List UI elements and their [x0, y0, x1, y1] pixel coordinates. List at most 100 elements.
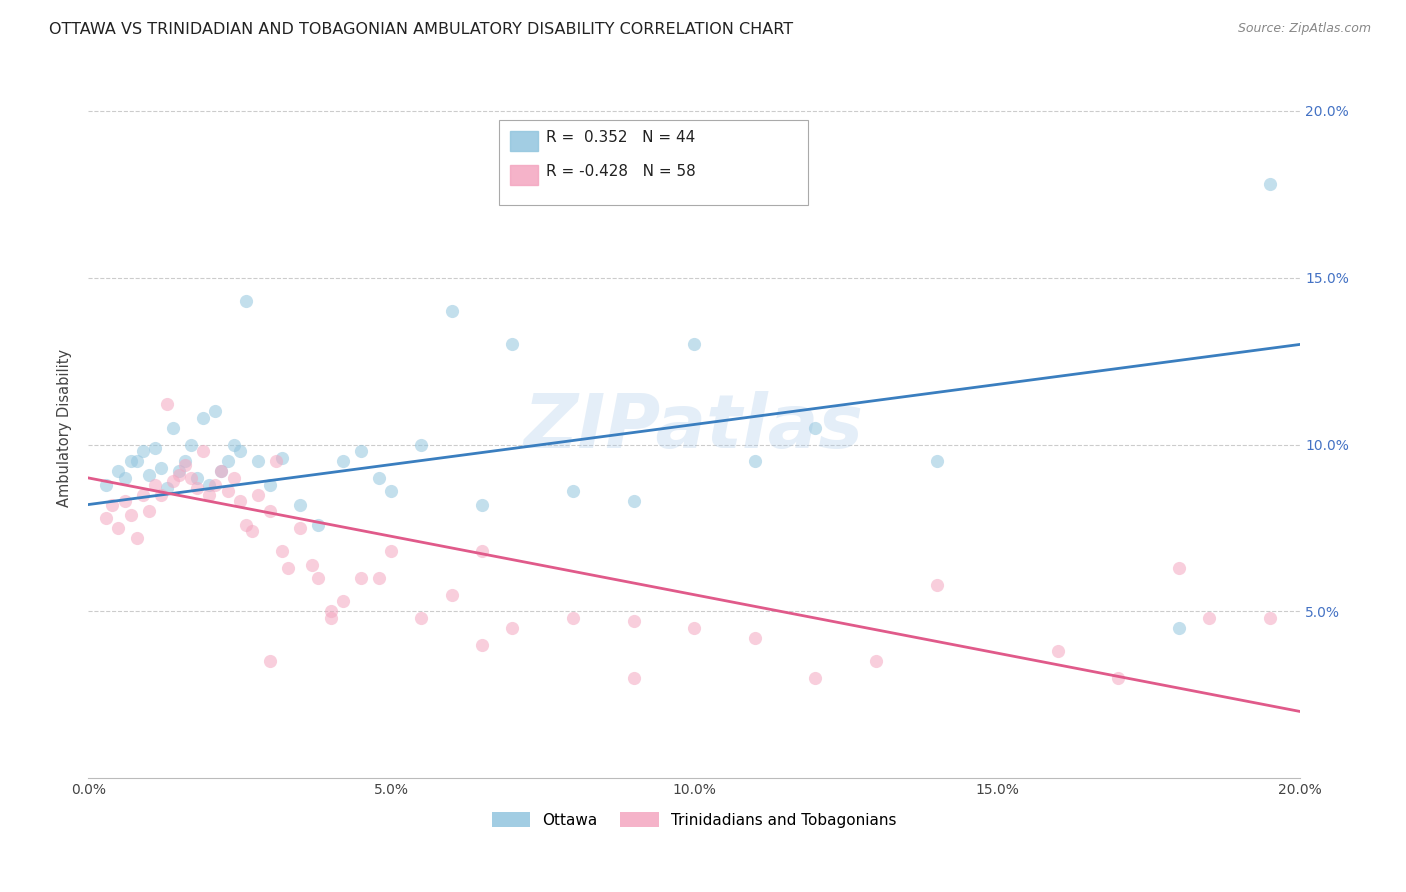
Point	[925, 577, 948, 591]
Point	[204, 404, 226, 418]
Point	[277, 561, 299, 575]
Point	[332, 594, 354, 608]
Point	[319, 611, 342, 625]
Point	[259, 655, 281, 669]
Point	[138, 467, 160, 482]
Point	[107, 464, 129, 478]
Point	[193, 410, 215, 425]
Point	[1046, 644, 1069, 658]
Point	[471, 544, 494, 558]
Point	[925, 454, 948, 468]
Point	[138, 504, 160, 518]
Point	[180, 437, 202, 451]
Point	[380, 544, 402, 558]
Point	[259, 504, 281, 518]
Point	[131, 487, 153, 501]
Point	[156, 481, 179, 495]
Point	[125, 531, 148, 545]
Point	[561, 484, 583, 499]
Point	[380, 484, 402, 499]
Point	[307, 517, 329, 532]
Point	[259, 477, 281, 491]
Point	[167, 464, 190, 478]
Point	[114, 494, 136, 508]
Point	[149, 487, 172, 501]
Point	[1167, 561, 1189, 575]
Point	[198, 477, 221, 491]
Point	[162, 421, 184, 435]
Point	[623, 494, 645, 508]
Point	[204, 477, 226, 491]
Point	[156, 397, 179, 411]
Point	[222, 471, 245, 485]
Point	[319, 604, 342, 618]
Point	[131, 444, 153, 458]
Point	[471, 498, 494, 512]
Point	[235, 517, 257, 532]
Point	[211, 464, 233, 478]
Point	[125, 454, 148, 468]
Text: OTTAWA VS TRINIDADIAN AND TOBAGONIAN AMBULATORY DISABILITY CORRELATION CHART: OTTAWA VS TRINIDADIAN AND TOBAGONIAN AMB…	[49, 22, 793, 37]
Y-axis label: Ambulatory Disability: Ambulatory Disability	[58, 349, 72, 507]
Point	[290, 498, 312, 512]
Point	[350, 571, 373, 585]
Point	[744, 631, 766, 645]
Text: Source: ZipAtlas.com: Source: ZipAtlas.com	[1237, 22, 1371, 36]
Point	[865, 655, 887, 669]
Point	[301, 558, 323, 572]
Legend: Ottawa, Trinidadians and Tobagonians: Ottawa, Trinidadians and Tobagonians	[485, 805, 903, 834]
Point	[174, 458, 197, 472]
Point	[107, 521, 129, 535]
Point	[623, 671, 645, 685]
Text: R =  0.352   N = 44: R = 0.352 N = 44	[546, 130, 695, 145]
Text: ZIPatlas: ZIPatlas	[524, 392, 865, 465]
Point	[143, 441, 166, 455]
Point	[683, 337, 706, 351]
Point	[501, 337, 523, 351]
Point	[167, 467, 190, 482]
Point	[120, 508, 142, 522]
Point	[561, 611, 583, 625]
Point	[350, 444, 373, 458]
Point	[1258, 611, 1281, 625]
Point	[162, 474, 184, 488]
Point	[1258, 178, 1281, 192]
Point	[180, 471, 202, 485]
Point	[623, 615, 645, 629]
Point	[96, 511, 118, 525]
Point	[307, 571, 329, 585]
Point	[501, 621, 523, 635]
Point	[271, 450, 294, 465]
Point	[804, 421, 827, 435]
Point	[411, 611, 433, 625]
Point	[174, 454, 197, 468]
Point	[744, 454, 766, 468]
Point	[1198, 611, 1220, 625]
Point	[186, 481, 208, 495]
Point	[246, 454, 269, 468]
Point	[198, 487, 221, 501]
Point	[235, 293, 257, 308]
Point	[471, 638, 494, 652]
Point	[217, 454, 239, 468]
Point	[222, 437, 245, 451]
Point	[804, 671, 827, 685]
Point	[186, 471, 208, 485]
Point	[120, 454, 142, 468]
Point	[193, 444, 215, 458]
Point	[143, 477, 166, 491]
Point	[246, 487, 269, 501]
Point	[368, 571, 391, 585]
Point	[149, 461, 172, 475]
Point	[271, 544, 294, 558]
Point	[96, 477, 118, 491]
Point	[290, 521, 312, 535]
Point	[114, 471, 136, 485]
Point	[440, 588, 463, 602]
Text: R = -0.428   N = 58: R = -0.428 N = 58	[546, 164, 696, 178]
Point	[440, 304, 463, 318]
Point	[240, 524, 263, 539]
Point	[264, 454, 287, 468]
Point	[683, 621, 706, 635]
Point	[1167, 621, 1189, 635]
